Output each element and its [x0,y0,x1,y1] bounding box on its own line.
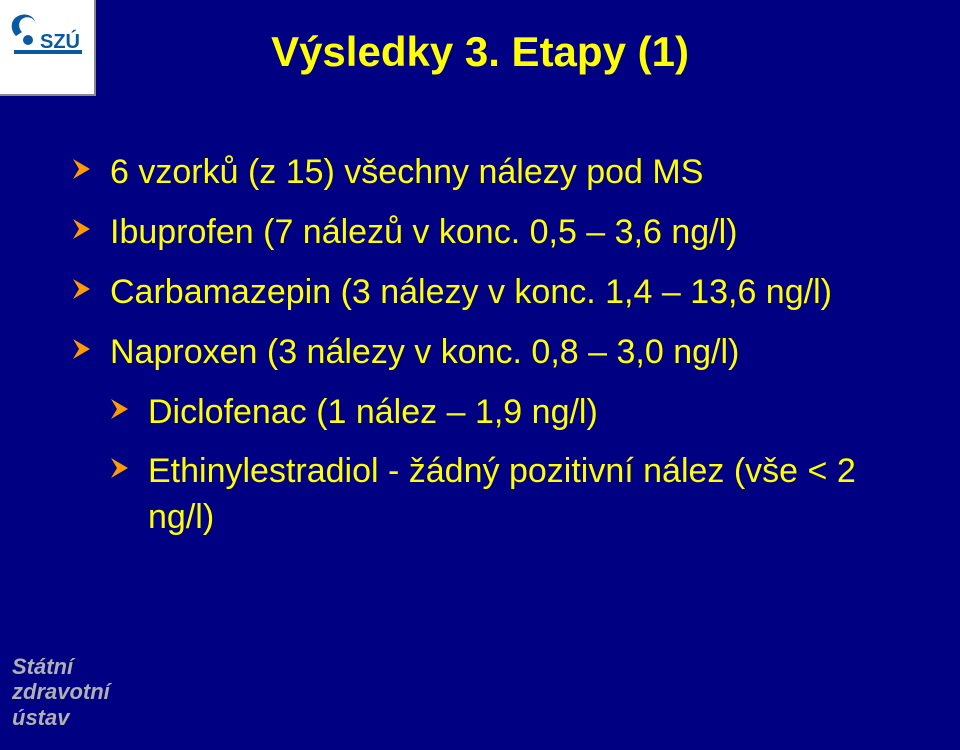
bullet-item: Carbamazepin (3 nálezy v konc. 1,4 – 13,… [70,270,930,316]
bullet-text: Diclofenac (1 nález – 1,9 ng/l) [148,390,930,436]
bullet-item: Naproxen (3 nálezy v konc. 0,8 – 3,0 ng/… [70,330,930,376]
bullet-arrow-icon [70,156,96,182]
bullet-arrow-icon [70,216,96,242]
bullet-text: Ibuprofen (7 nálezů v konc. 0,5 – 3,6 ng… [110,210,930,256]
bullet-arrow-icon [70,276,96,302]
slide: SZÚ Výsledky 3. Etapy (1) 6 vzorků (z 15… [0,0,960,750]
bullet-text: Naproxen (3 nálezy v konc. 0,8 – 3,0 ng/… [110,330,930,376]
bullet-arrow-icon [70,336,96,362]
slide-content: 6 vzorků (z 15) všechny nálezy pod MS Ib… [70,150,930,555]
bullet-arrow-icon [108,396,134,422]
bullet-item: Ethinylestradiol - žádný pozitivní nález… [70,449,930,541]
slide-title: Výsledky 3. Etapy (1) [0,28,960,76]
bullet-item: Diclofenac (1 nález – 1,9 ng/l) [70,390,930,436]
footer-line: zdravotní [12,679,110,704]
footer-line: ústav [12,705,110,730]
bullet-item: Ibuprofen (7 nálezů v konc. 0,5 – 3,6 ng… [70,210,930,256]
bullet-text: 6 vzorků (z 15) všechny nálezy pod MS [110,150,930,196]
bullet-text: Ethinylestradiol - žádný pozitivní nález… [148,449,930,541]
bullet-item: 6 vzorků (z 15) všechny nálezy pod MS [70,150,930,196]
footer-institute-label: Státní zdravotní ústav [12,654,110,730]
bullet-text: Carbamazepin (3 nálezy v konc. 1,4 – 13,… [110,270,930,316]
bullet-arrow-icon [108,455,134,481]
footer-line: Státní [12,654,110,679]
